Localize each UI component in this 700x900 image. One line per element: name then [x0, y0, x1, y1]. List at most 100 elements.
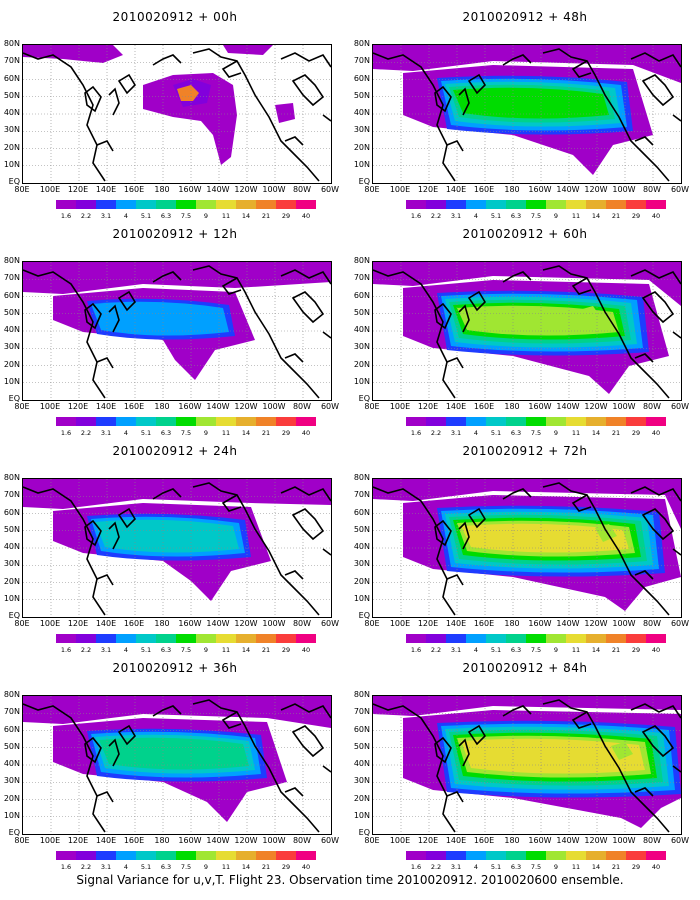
colorbar-label: 40 [651, 863, 661, 871]
panel-title: 2010020912 + 00h [112, 10, 238, 24]
latitude-label: 40N [353, 542, 370, 551]
coastline [446, 791, 464, 803]
coastline [571, 494, 592, 512]
longitude-label: 140E [95, 402, 117, 411]
latitude-label: 10N [3, 159, 20, 169]
colorbar-swatch [276, 200, 296, 209]
longitude-label: 180 [154, 836, 170, 845]
coastline [84, 519, 102, 547]
variance-map [22, 44, 332, 184]
colorbar-label: 7.5 [180, 212, 192, 220]
colorbar-label: 6.3 [160, 429, 172, 437]
coastline [322, 765, 331, 773]
colorbar-label: 40 [301, 429, 311, 437]
colorbar-swatch [546, 417, 566, 426]
colorbar-label: 1.6 [60, 429, 72, 437]
colorbar-label: 4 [123, 646, 129, 654]
colorbar-label: 5.1 [140, 863, 152, 871]
coastline [117, 507, 137, 529]
colorbar-label: 2.2 [430, 863, 442, 871]
longitude-label: 140E [95, 185, 117, 194]
variance-map [372, 44, 682, 184]
colorbar-swatch [296, 634, 316, 643]
coastline [322, 114, 331, 122]
colorbar-swatch [626, 851, 646, 860]
colorbar-swatch [116, 200, 136, 209]
longitude-label: 60W [320, 836, 340, 845]
latitude-label: 40N [3, 759, 20, 768]
latitude-label: 20N [3, 793, 20, 803]
longitude-label: 140E [445, 185, 467, 194]
map-canvas [373, 696, 681, 834]
longitude-label: 120W [584, 836, 608, 845]
coastline [373, 486, 456, 616]
coastline [96, 574, 114, 586]
longitude-label: 80E [14, 619, 30, 628]
longitude-label: 60W [670, 402, 690, 411]
colorbar-swatch [56, 634, 76, 643]
coastline [322, 331, 331, 339]
longitude-label: 160E [123, 402, 145, 411]
latitude-label: 40N [3, 108, 20, 117]
longitude-label: 100W [262, 402, 286, 411]
coastline [192, 482, 320, 616]
colorbar-label: 9 [553, 863, 559, 871]
coastline [291, 508, 325, 541]
colorbar-label: 5.1 [490, 212, 502, 220]
coastline [280, 703, 331, 719]
coastline [108, 304, 120, 333]
colorbar-swatch [466, 851, 486, 860]
coastline [571, 277, 592, 295]
longitude-label: 180 [154, 402, 170, 411]
colorbar-swatch [586, 200, 606, 209]
colorbar-swatch [406, 417, 426, 426]
latitude-label: 10N [353, 593, 370, 603]
colorbar-label: 11 [571, 429, 581, 437]
coastline [84, 85, 102, 113]
colorbar-label: 21 [611, 863, 621, 871]
coastline [291, 74, 325, 107]
coastline [672, 765, 681, 773]
longitude-label: 60W [670, 619, 690, 628]
coastline [152, 54, 182, 66]
coastline [23, 269, 106, 399]
latitude-label: 40N [353, 325, 370, 334]
colorbar [406, 634, 666, 643]
longitude-label: 80W [292, 185, 312, 194]
map-canvas [373, 262, 681, 400]
coastline [434, 736, 452, 764]
longitude-label: 180 [504, 185, 520, 194]
coastline [84, 736, 102, 764]
colorbar-swatch [606, 200, 626, 209]
longitude-label: 100E [39, 836, 61, 845]
latitude-label: 50N [3, 741, 20, 751]
latitude-label: 50N [353, 741, 370, 751]
coastline [634, 570, 654, 580]
longitude-label: 100E [389, 185, 411, 194]
coastline [192, 48, 320, 182]
coastline [641, 74, 675, 107]
colorbar-swatch [216, 634, 236, 643]
colorbar-label: 1.6 [60, 863, 72, 871]
latitude-label: 70N [353, 56, 370, 66]
colorbar-label: 14 [241, 646, 251, 654]
coastline [108, 521, 120, 550]
longitude-label: 100W [262, 619, 286, 628]
colorbar-label: 2.2 [80, 646, 92, 654]
latitude-label: 40N [3, 542, 20, 551]
longitude-label: 120E [67, 402, 89, 411]
latitude-label: 50N [353, 524, 370, 534]
map-panel: 2010020912 + 00h 80N 70N 60N 50N 40N 30N 20N 10N… [0, 2, 350, 227]
latitude-label: 20N [353, 576, 370, 586]
map-panel: 2010020912 + 84h 80N 70N 60N 50N 40N 30N 20N 10N… [350, 653, 700, 878]
coastline [502, 271, 532, 283]
colorbar-label: 3.1 [100, 212, 112, 220]
latitude-label: 20N [3, 359, 20, 369]
colorbar-label: 21 [261, 646, 271, 654]
colorbar-swatch [606, 417, 626, 426]
colorbar-swatch [196, 417, 216, 426]
longitude-label: 100W [262, 185, 286, 194]
coastline [434, 519, 452, 547]
longitude-label: 120E [417, 402, 439, 411]
longitude-label: 80W [292, 836, 312, 845]
